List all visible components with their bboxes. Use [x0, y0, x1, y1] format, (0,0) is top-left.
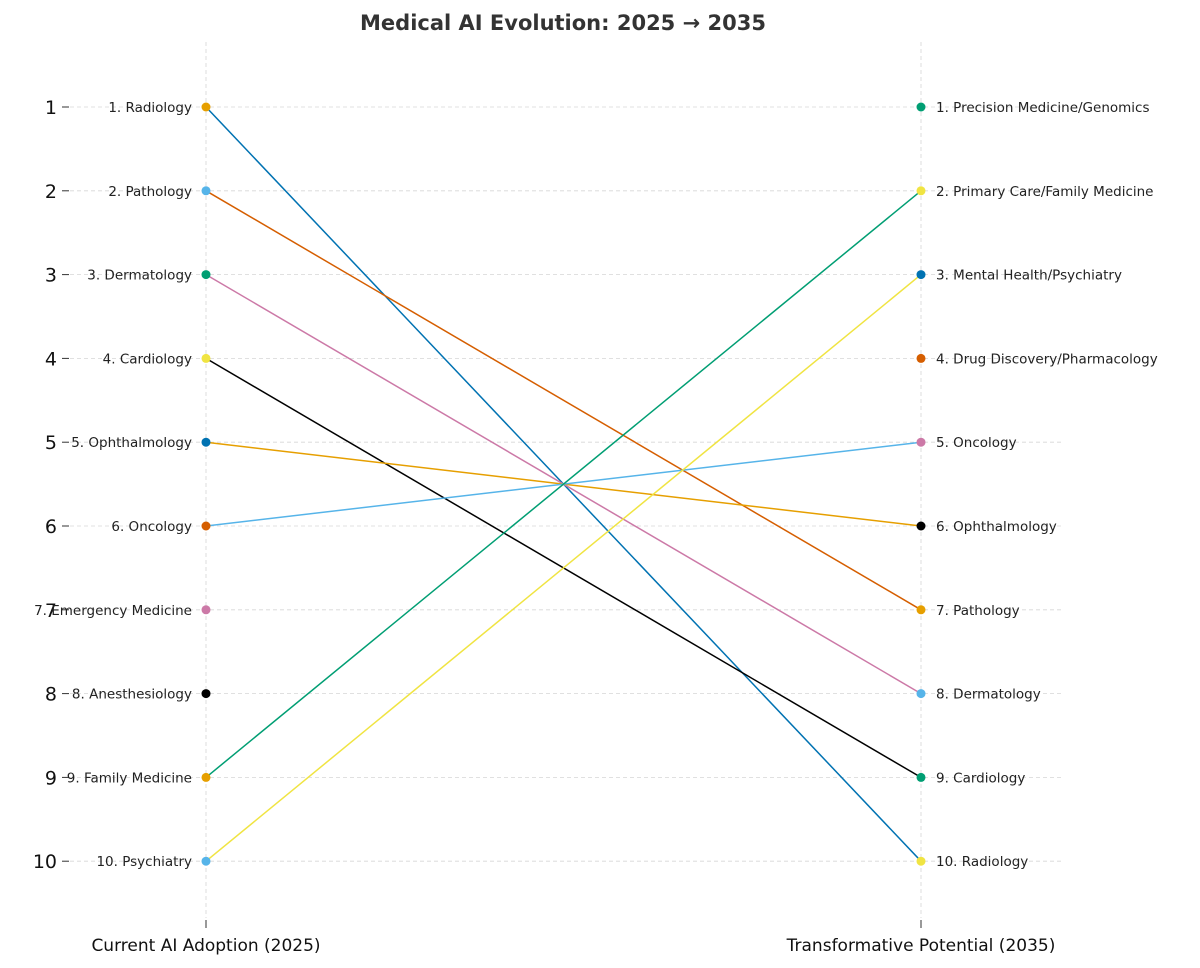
- point-2035-rank-8: [916, 689, 926, 699]
- label-2035-rank-6: 6. Ophthalmology: [936, 519, 1057, 535]
- x-axis-ticks: Current AI Adoption (2025) Transformativ…: [91, 936, 1055, 956]
- point-2025-rank-1: [201, 102, 211, 112]
- slope-line-8: [205, 274, 922, 862]
- chart-title: Medical AI Evolution: 2025 → 2035: [360, 11, 766, 35]
- point-2035-rank-6: [916, 521, 926, 531]
- point-2035-rank-4: [916, 353, 926, 363]
- label-2025-rank-8: 8. Anesthesiology: [72, 687, 192, 703]
- data-points: [201, 102, 926, 866]
- label-2025-rank-5: 5. Ophthalmology: [71, 435, 192, 451]
- y-tick-label-10: 10: [33, 851, 57, 873]
- point-2025-rank-2: [201, 186, 211, 196]
- point-2025-rank-8: [201, 689, 211, 699]
- point-2035-rank-10: [916, 856, 926, 866]
- label-2025-rank-7: 7. Emergency Medicine: [34, 603, 192, 619]
- label-2035-rank-4: 4. Drug Discovery/Pharmacology: [936, 351, 1158, 367]
- label-2035-rank-7: 7. Pathology: [936, 603, 1020, 619]
- label-2035-rank-1: 1. Precision Medicine/Genomics: [936, 100, 1150, 116]
- slope-lines: [205, 106, 922, 862]
- label-2025-rank-2: 2. Pathology: [108, 184, 192, 200]
- point-2025-rank-10: [201, 856, 211, 866]
- point-2035-rank-9: [916, 772, 926, 782]
- y-tick-label-9: 9: [45, 767, 57, 789]
- point-2025-rank-3: [201, 270, 211, 280]
- point-2035-rank-2: [916, 186, 926, 196]
- y-tick-label-8: 8: [45, 684, 57, 706]
- label-2025-rank-4: 4. Cardiology: [103, 351, 192, 367]
- label-2035-rank-2: 2. Primary Care/Family Medicine: [936, 184, 1153, 200]
- y-tick-label-5: 5: [45, 432, 57, 454]
- label-2035-rank-8: 8. Dermatology: [936, 687, 1041, 703]
- y-tick-label-7: 7: [45, 600, 57, 622]
- label-2025-rank-3: 3. Dermatology: [87, 268, 192, 284]
- point-2035-rank-5: [916, 437, 926, 447]
- y-tick-label-6: 6: [45, 516, 57, 538]
- label-2025-rank-6: 6. Oncology: [111, 519, 192, 535]
- point-2025-rank-4: [201, 353, 211, 363]
- point-2025-rank-7: [201, 605, 211, 615]
- point-2025-rank-9: [201, 772, 211, 782]
- slope-line-2: [205, 190, 922, 611]
- x-tick-label-2035: Transformative Potential (2035): [786, 936, 1056, 956]
- gridlines: [70, 42, 1063, 928]
- point-2035-rank-7: [916, 605, 926, 615]
- point-2035-rank-3: [916, 270, 926, 280]
- label-2025-rank-10: 10. Psychiatry: [96, 854, 192, 870]
- label-2035-rank-3: 3. Mental Health/Psychiatry: [936, 268, 1122, 284]
- y-tick-label-3: 3: [45, 265, 57, 287]
- point-2025-rank-6: [201, 521, 211, 531]
- y-tick-label-1: 1: [45, 97, 57, 119]
- label-2025-rank-9: 9. Family Medicine: [67, 770, 192, 786]
- y-tick-label-2: 2: [45, 181, 57, 203]
- label-2035-rank-10: 10. Radiology: [936, 854, 1028, 870]
- slope-line-7: [205, 190, 922, 778]
- label-2035-rank-9: 9. Cardiology: [936, 770, 1025, 786]
- point-2025-rank-5: [201, 437, 211, 447]
- x-tick-label-2025: Current AI Adoption (2025): [91, 936, 320, 956]
- point-2035-rank-1: [916, 102, 926, 112]
- y-axis-ticks: 1 2 3 4 5 6 7 8 9 10: [33, 97, 69, 873]
- label-2025-rank-1: 1. Radiology: [108, 100, 192, 116]
- label-2035-rank-5: 5. Oncology: [936, 435, 1017, 451]
- y-tick-label-4: 4: [45, 348, 57, 370]
- point-labels: 1. Radiology 2. Pathology 3. Dermatology 4.…: [34, 100, 1158, 870]
